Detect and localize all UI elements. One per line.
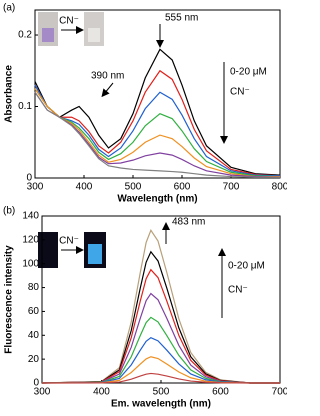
data-line <box>41 292 280 384</box>
x-tick-label: 800 <box>272 182 287 193</box>
y-tick-label: 0.2 <box>18 30 32 41</box>
data-line <box>34 91 280 178</box>
inset-a <box>38 12 104 46</box>
y-tick-label: 120 <box>22 234 39 245</box>
x-tick-label: 600 <box>212 387 229 398</box>
y-axis-label: Absorbance <box>4 65 15 123</box>
x-tick-label: 700 <box>223 182 240 193</box>
data-line <box>34 88 281 178</box>
data-line <box>34 88 280 178</box>
panel-label: (b) <box>3 206 15 217</box>
annotation: CN⁻ <box>59 16 79 27</box>
vial-glow <box>88 244 102 264</box>
data-line <box>34 48 281 176</box>
data-line <box>41 229 280 384</box>
x-tick-label: 300 <box>27 182 44 193</box>
annotation: 0-20 μM <box>228 261 265 272</box>
y-tick-label: 80 <box>28 282 40 293</box>
data-line <box>41 316 280 384</box>
inset-b <box>38 232 106 268</box>
x-tick-label: 500 <box>153 387 170 398</box>
x-tick-label: 400 <box>76 182 93 193</box>
annotation: 390 nm <box>91 71 124 82</box>
x-axis-label: Em. wavelength (nm) <box>111 399 211 410</box>
y-axis-label: Fluorescence intensity <box>4 245 15 354</box>
data-line <box>41 336 280 384</box>
data-line <box>34 84 281 177</box>
y-tick-label: 40 <box>28 330 40 341</box>
x-tick-label: 400 <box>93 387 110 398</box>
y-tick-label: 0 <box>33 378 39 389</box>
annotation: 0-20 μM <box>230 67 267 78</box>
y-tick-label: 20 <box>28 354 40 365</box>
vial-liquid <box>88 28 100 42</box>
x-tick-label: 300 <box>34 387 51 398</box>
x-tick-label: 700 <box>272 387 287 398</box>
x-tick-label: 600 <box>174 182 191 193</box>
vial-photo <box>38 232 58 268</box>
annotation: CN⁻ <box>230 87 250 98</box>
vial-liquid <box>42 28 54 42</box>
y-tick-label: 100 <box>22 258 39 269</box>
annotation: CN⁻ <box>59 236 79 247</box>
data-line <box>41 268 280 384</box>
y-tick-label: 0 <box>26 173 32 184</box>
y-tick-label: 140 <box>22 211 39 222</box>
annotation: CN⁻ <box>228 285 248 296</box>
data-line <box>34 91 281 178</box>
y-tick-label: 0.1 <box>18 101 32 112</box>
x-tick-label: 500 <box>125 182 142 193</box>
data-line <box>34 69 281 177</box>
arrow <box>101 82 114 98</box>
x-axis-label: Wavelength (nm) <box>117 194 197 205</box>
data-line <box>41 372 280 384</box>
plot-frame <box>34 9 281 179</box>
data-line <box>41 356 280 384</box>
panel-label: (a) <box>3 3 15 14</box>
y-tick-label: 60 <box>28 306 40 317</box>
annotation: 555 nm <box>165 13 198 24</box>
annotation: 483 nm <box>172 217 205 228</box>
